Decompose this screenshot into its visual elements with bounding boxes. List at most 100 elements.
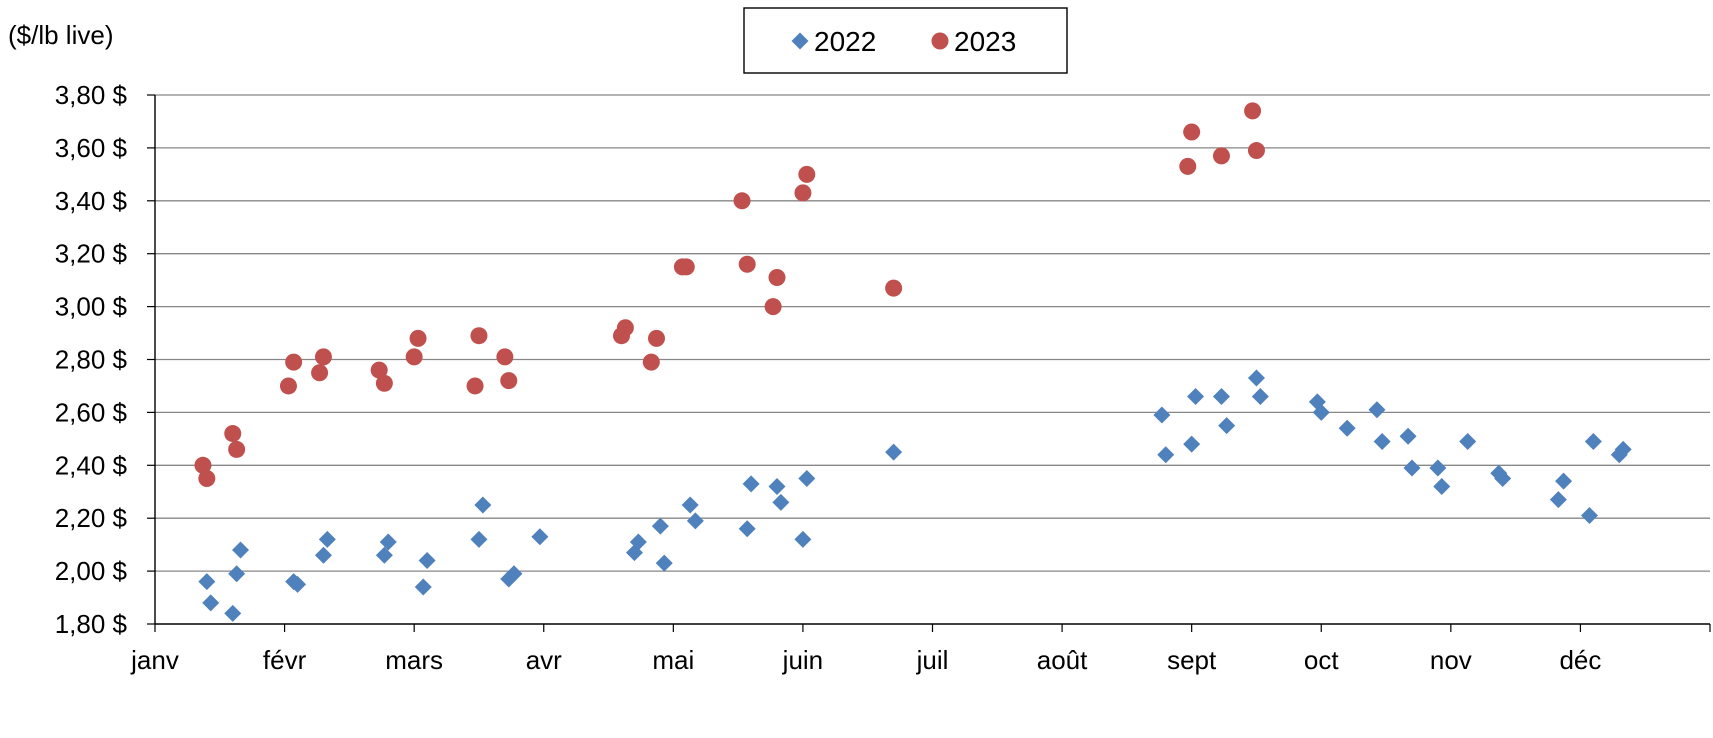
data-point-2022 — [1494, 470, 1512, 488]
y-tick-label: 3,40 $ — [55, 186, 128, 216]
x-tick-label: mars — [385, 645, 443, 675]
data-point-2022 — [470, 530, 488, 548]
x-tick-label: avr — [526, 645, 562, 675]
x-tick-label: janv — [130, 645, 179, 675]
data-point-2023 — [405, 348, 423, 366]
data-point-2023 — [798, 165, 816, 183]
data-point-2022 — [885, 443, 903, 461]
data-point-2022 — [686, 512, 704, 530]
data-point-2022 — [289, 575, 307, 593]
legend-label: 2023 — [954, 26, 1016, 57]
y-tick-label: 2,20 $ — [55, 503, 128, 533]
data-point-2023 — [1179, 157, 1197, 175]
y-tick-label: 3,80 $ — [55, 80, 128, 110]
data-point-2023 — [198, 470, 216, 488]
y-tick-label: 1,80 $ — [55, 609, 128, 639]
data-point-2023 — [466, 377, 484, 395]
y-tick-label: 2,40 $ — [55, 450, 128, 480]
data-point-2023 — [738, 255, 756, 273]
y-tick-label: 3,20 $ — [55, 239, 128, 269]
data-point-2023 — [409, 329, 427, 347]
data-point-2022 — [1312, 403, 1330, 421]
data-point-2023 — [496, 348, 514, 366]
data-point-2023 — [224, 425, 242, 443]
y-axis-unit-label: ($/lb live) — [8, 20, 113, 50]
data-point-2023 — [279, 377, 297, 395]
y-tick-label: 2,00 $ — [55, 556, 128, 586]
data-point-2022 — [414, 578, 432, 596]
legend: 2022 2023 — [743, 7, 1068, 74]
data-point-2022 — [681, 496, 699, 514]
x-tick-label: févr — [263, 645, 307, 675]
data-point-2022 — [1247, 369, 1265, 387]
data-point-2023 — [733, 192, 751, 210]
y-tick-label: 2,60 $ — [55, 397, 128, 427]
data-point-2022 — [1614, 440, 1632, 458]
data-point-2023 — [311, 364, 329, 382]
data-point-2022 — [1433, 477, 1451, 495]
data-point-2023 — [1183, 123, 1201, 141]
data-point-2022 — [1580, 507, 1598, 525]
data-point-2023 — [1247, 142, 1265, 160]
x-tick-label: juin — [782, 645, 823, 675]
data-point-2022 — [379, 533, 397, 551]
data-point-2022 — [1555, 472, 1573, 490]
data-point-2023 — [642, 353, 660, 371]
data-point-2022 — [198, 573, 216, 591]
y-tick-label: 2,80 $ — [55, 345, 128, 375]
data-point-2022 — [772, 493, 790, 511]
data-point-2022 — [1187, 388, 1205, 406]
x-tick-label: sept — [1167, 645, 1217, 675]
data-point-2022 — [375, 546, 393, 564]
data-point-2023 — [677, 258, 695, 276]
data-point-2022 — [228, 565, 246, 583]
data-point-2022 — [655, 554, 673, 572]
data-point-2023 — [470, 327, 488, 345]
data-point-2023 — [647, 329, 665, 347]
data-point-2023 — [764, 298, 782, 316]
data-point-2022 — [1584, 432, 1602, 450]
data-point-2022 — [531, 528, 549, 546]
data-point-2022 — [202, 594, 220, 612]
x-tick-label: août — [1037, 645, 1088, 675]
data-point-2023 — [194, 456, 212, 474]
data-point-2023 — [500, 372, 518, 390]
data-point-2023 — [1212, 147, 1230, 165]
legend-label: 2022 — [814, 26, 876, 57]
data-point-2023 — [1244, 102, 1262, 120]
data-point-2022 — [1212, 388, 1230, 406]
data-point-2022 — [768, 477, 786, 495]
data-point-2023 — [285, 353, 303, 371]
x-tick-label: oct — [1304, 645, 1339, 675]
data-point-2022 — [1368, 401, 1386, 419]
data-point-2022 — [474, 496, 492, 514]
data-point-2023 — [375, 374, 393, 392]
axes: 1,80 $ 2,00 $ 2,20 $ 2,40 $ 2,60 $ 2,80 $ 3,00… — [55, 80, 1711, 675]
data-point-2022 — [1403, 459, 1421, 477]
data-point-2023 — [228, 440, 246, 458]
x-tick-label: déc — [1559, 645, 1601, 675]
data-point-2022 — [314, 546, 332, 564]
data-point-2022 — [505, 565, 523, 583]
data-point-2022 — [1183, 435, 1201, 453]
data-point-2022 — [738, 520, 756, 538]
data-point-2022 — [418, 552, 436, 570]
data-point-2022 — [1373, 432, 1391, 450]
data-point-2022 — [1153, 406, 1171, 424]
data-point-2023 — [768, 269, 786, 287]
x-tick-label: juil — [916, 645, 949, 675]
data-point-2022 — [629, 533, 647, 551]
data-point-2022 — [1459, 432, 1477, 450]
legend-marker-2023 — [931, 32, 949, 50]
x-tick-label: mai — [652, 645, 694, 675]
data-point-2023 — [370, 361, 388, 379]
data-point-2023 — [314, 348, 332, 366]
y-tick-label: 3,00 $ — [55, 292, 128, 322]
data-point-2022 — [318, 530, 336, 548]
data-points — [194, 102, 1632, 622]
x-tick-label: nov — [1430, 645, 1472, 675]
data-point-2022 — [1157, 446, 1175, 464]
data-point-2022 — [224, 604, 242, 622]
